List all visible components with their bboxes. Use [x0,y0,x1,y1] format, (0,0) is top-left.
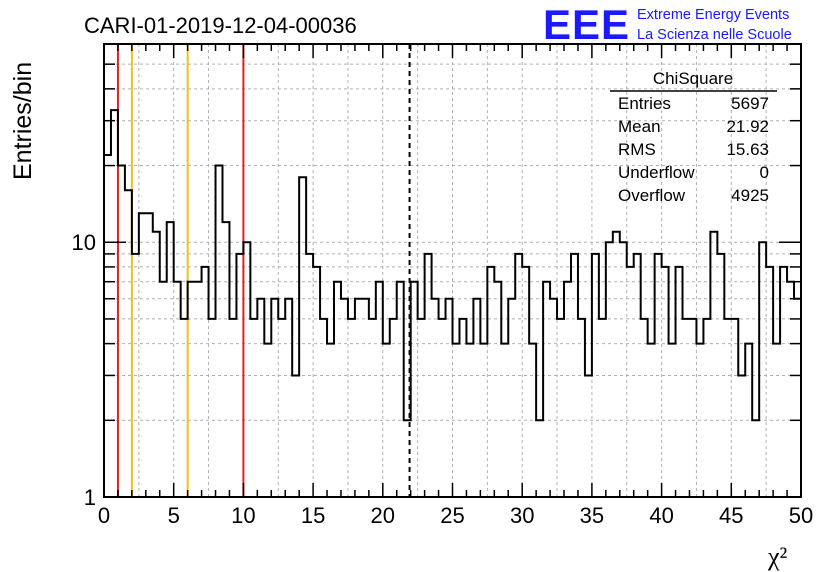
x-tick-label: 15 [301,503,325,528]
y-axis-label: Entries/bin [9,62,37,180]
histogram-line [104,109,801,422]
stats-row-value: 5697 [731,94,769,113]
run-title: CARI-01-2019-12-04-00036 [84,13,357,38]
x-tick-label: 50 [789,503,813,528]
stats-row-value: 0 [760,163,769,182]
stats-row-value: 21.92 [726,117,769,136]
stats-row-label: Mean [618,117,661,136]
x-tick-label: 5 [168,503,180,528]
x-tick-label: 10 [231,503,255,528]
stats-row-label: RMS [618,140,656,159]
x-tick-label: 25 [440,503,464,528]
stats-row-value: 4925 [731,186,769,205]
x-axis-label: χ² [767,542,788,571]
stats-row-label: Entries [618,94,671,113]
x-tick-label: 20 [371,503,395,528]
stats-title: ChiSquare [653,69,733,88]
x-tick-label: 0 [98,503,110,528]
stats-box: ChiSquare Entries 5697 Mean 21.92 RMS 15.63 Un… [610,69,777,205]
axis-ticks [103,44,802,498]
y-tick-labels: 1 10 [72,230,96,510]
x-tick-label: 40 [649,503,673,528]
logo-line-1: Extreme Energy Events [637,7,789,23]
x-tick-labels: 0 5 10 15 20 25 30 35 40 45 50 [98,503,813,528]
stats-row-label: Underflow [618,163,695,182]
logo-line-2: La Scienza nelle Scuole [637,27,792,43]
y-tick-label: 1 [84,485,96,510]
stats-row-label: Overflow [618,186,686,205]
reference-lines [116,44,411,497]
eee-logo: EEE Extreme Energy Events La Scienza nel… [543,1,792,48]
stats-row-value: 15.63 [726,140,769,159]
x-tick-label: 30 [510,503,534,528]
x-tick-label: 35 [580,503,604,528]
y-tick-label: 10 [72,230,96,255]
logo-mark: EEE [543,1,630,48]
x-tick-label: 45 [719,503,743,528]
